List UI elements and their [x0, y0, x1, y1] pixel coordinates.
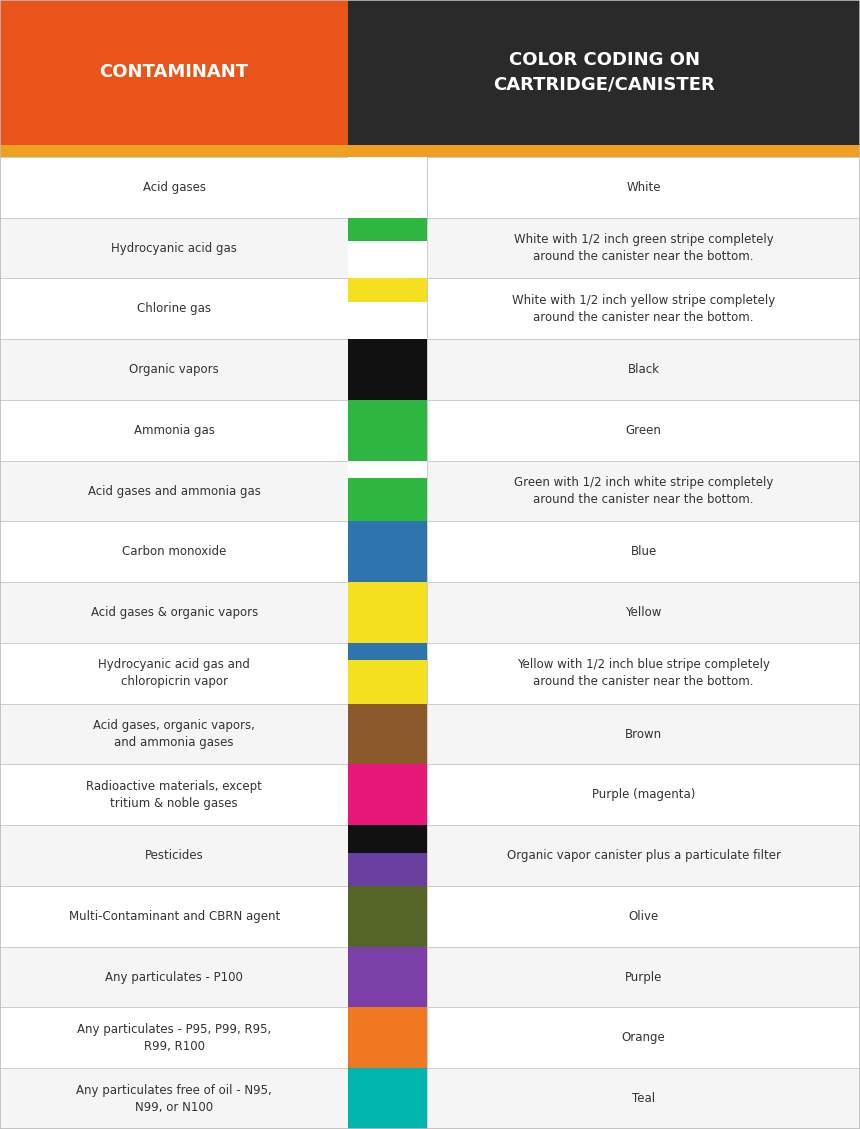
Bar — [348, 301, 427, 339]
Text: Brown: Brown — [625, 727, 662, 741]
Bar — [0, 886, 860, 947]
Bar — [348, 764, 427, 825]
Bar — [348, 947, 427, 1007]
Bar — [348, 660, 427, 703]
Text: Any particulates free of oil - N95,
N99, or N100: Any particulates free of oil - N95, N99,… — [77, 1084, 272, 1113]
Text: White with 1/2 inch yellow stripe completely
around the canister near the bottom: White with 1/2 inch yellow stripe comple… — [512, 294, 776, 324]
Bar — [0, 0, 348, 145]
Text: Carbon monoxide: Carbon monoxide — [122, 545, 226, 559]
Bar — [0, 947, 860, 1007]
Text: CONTAMINANT: CONTAMINANT — [100, 63, 249, 81]
Bar — [348, 218, 427, 240]
Text: Green: Green — [626, 423, 661, 437]
Text: Olive: Olive — [629, 910, 659, 922]
Text: Chlorine gas: Chlorine gas — [137, 303, 212, 315]
Text: Ammonia gas: Ammonia gas — [133, 423, 215, 437]
Bar — [348, 400, 427, 461]
Text: Hydrocyanic acid gas: Hydrocyanic acid gas — [111, 242, 237, 254]
Text: Purple (magenta): Purple (magenta) — [592, 788, 696, 802]
Bar — [348, 279, 427, 301]
Bar — [0, 339, 860, 400]
Text: Any particulates - P95, P99, R95,
R99, R100: Any particulates - P95, P99, R95, R99, R… — [77, 1023, 271, 1053]
Bar — [348, 886, 427, 947]
Bar — [348, 157, 427, 218]
Bar — [0, 1007, 860, 1068]
Bar — [348, 522, 427, 583]
Bar — [0, 145, 860, 157]
Text: Green with 1/2 inch white stripe completely
around the canister near the bottom.: Green with 1/2 inch white stripe complet… — [514, 476, 773, 506]
Text: Multi-Contaminant and CBRN agent: Multi-Contaminant and CBRN agent — [69, 910, 280, 922]
Text: Orange: Orange — [622, 1032, 666, 1044]
Bar — [0, 644, 860, 703]
Bar — [348, 478, 427, 522]
Bar — [348, 703, 427, 764]
Text: Purple: Purple — [625, 971, 662, 983]
Text: Acid gases, organic vapors,
and ammonia gases: Acid gases, organic vapors, and ammonia … — [93, 719, 255, 750]
Bar — [348, 0, 860, 145]
Text: Acid gases: Acid gases — [143, 181, 206, 194]
Bar — [348, 240, 427, 279]
Bar — [0, 522, 860, 583]
Text: Blue: Blue — [630, 545, 657, 559]
Bar — [0, 583, 860, 644]
Bar — [0, 461, 860, 522]
Bar — [348, 583, 427, 644]
Text: Hydrocyanic acid gas and
chloropicrin vapor: Hydrocyanic acid gas and chloropicrin va… — [98, 658, 250, 689]
Bar — [348, 339, 427, 400]
Bar — [348, 1007, 427, 1068]
Bar — [348, 1068, 427, 1129]
Bar — [348, 852, 427, 886]
Text: COLOR CODING ON
CARTRIDGE/CANISTER: COLOR CODING ON CARTRIDGE/CANISTER — [494, 51, 715, 94]
Text: Acid gases & organic vapors: Acid gases & organic vapors — [90, 606, 258, 619]
Text: Organic vapor canister plus a particulate filter: Organic vapor canister plus a particulat… — [507, 849, 781, 863]
Bar — [348, 644, 427, 660]
Text: Organic vapors: Organic vapors — [129, 364, 219, 376]
Bar — [0, 764, 860, 825]
Bar — [0, 1068, 860, 1129]
Text: Acid gases and ammonia gas: Acid gases and ammonia gas — [88, 484, 261, 498]
Text: White: White — [626, 181, 661, 194]
Text: White with 1/2 inch green stripe completely
around the canister near the bottom.: White with 1/2 inch green stripe complet… — [513, 233, 774, 263]
Text: Black: Black — [628, 364, 660, 376]
Bar — [0, 825, 860, 886]
Bar — [0, 218, 860, 279]
Bar — [348, 825, 427, 852]
Text: Teal: Teal — [632, 1092, 655, 1105]
Text: Pesticides: Pesticides — [144, 849, 204, 863]
Bar — [348, 461, 427, 478]
Text: Yellow with 1/2 inch blue stripe completely
around the canister near the bottom.: Yellow with 1/2 inch blue stripe complet… — [517, 658, 771, 689]
Bar — [0, 157, 860, 218]
Bar — [0, 279, 860, 339]
Bar — [0, 703, 860, 764]
Bar — [0, 400, 860, 461]
Text: Radioactive materials, except
tritium & noble gases: Radioactive materials, except tritium & … — [86, 780, 262, 809]
Text: Any particulates - P100: Any particulates - P100 — [105, 971, 243, 983]
Text: Yellow: Yellow — [625, 606, 662, 619]
